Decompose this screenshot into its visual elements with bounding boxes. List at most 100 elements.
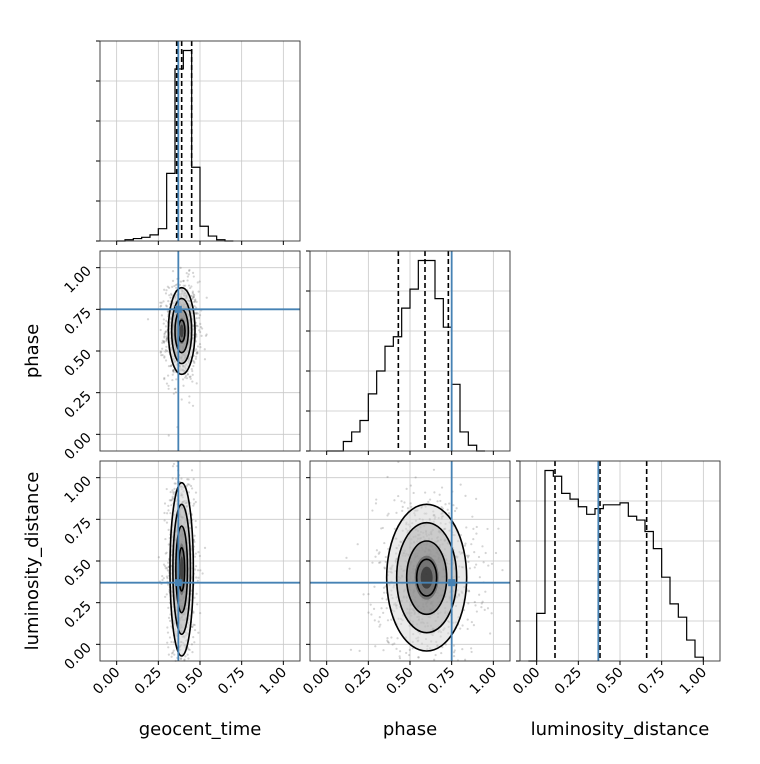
sample-point: [439, 499, 442, 503]
sample-point: [167, 387, 170, 390]
sample-point: [166, 626, 169, 629]
sample-point: [371, 561, 374, 564]
sample-point: [455, 507, 458, 510]
sample-point: [373, 585, 376, 588]
sample-point: [412, 491, 415, 495]
sample-point: [195, 348, 198, 351]
sample-point: [373, 619, 376, 622]
sample-point: [172, 649, 175, 652]
sample-point: [487, 564, 490, 567]
sample-point: [185, 271, 188, 275]
sample-point: [461, 624, 464, 627]
sample-point: [470, 650, 473, 654]
sample-point: [396, 637, 399, 640]
sample-point: [194, 357, 197, 360]
histogram-step-geocent_time: [116, 49, 234, 242]
sample-point: [461, 648, 464, 651]
sample-point: [193, 300, 197, 303]
x-tick-label: 1.00: [467, 665, 500, 698]
sample-point: [196, 345, 200, 348]
sample-point: [165, 340, 168, 343]
sample-point: [165, 305, 169, 308]
contour-line: [175, 525, 189, 614]
sample-point: [163, 519, 166, 522]
sample-point: [386, 637, 389, 640]
contour-line: [395, 521, 458, 634]
sample-point: [174, 387, 177, 390]
sample-point: [490, 562, 494, 565]
sample-point: [170, 655, 173, 658]
sample-point: [472, 624, 476, 627]
sample-point: [383, 591, 386, 594]
sample-point: [164, 359, 168, 362]
sample-point: [195, 592, 198, 595]
sample-point: [370, 613, 373, 616]
sample-point: [195, 576, 198, 579]
sample-point: [186, 275, 189, 278]
sample-point: [196, 579, 199, 582]
sample-point: [393, 642, 396, 645]
sample-point: [405, 651, 408, 655]
sample-point: [192, 295, 195, 299]
sample-point: [200, 334, 203, 337]
x-tick-label: 0.50: [593, 665, 626, 698]
sample-point: [168, 499, 171, 502]
sample-point: [459, 627, 462, 630]
sample-point: [185, 377, 189, 380]
sample-point: [378, 625, 381, 628]
sample-point: [171, 465, 175, 468]
contour-line: [405, 540, 448, 616]
sample-point: [472, 527, 475, 531]
sample-point: [191, 271, 195, 274]
sample-point: [172, 492, 175, 496]
sample-point: [205, 333, 208, 336]
sample-point: [197, 316, 201, 320]
sample-point: [192, 293, 195, 296]
sample-point: [395, 511, 398, 514]
sample-point: [386, 640, 390, 644]
sample-point: [478, 593, 481, 596]
truth-marker: [448, 579, 456, 587]
sample-point: [169, 499, 173, 502]
sample-point: [169, 512, 172, 515]
sample-point: [406, 507, 410, 510]
sample-point: [377, 620, 380, 623]
sample-point: [187, 284, 191, 287]
sample-point: [171, 489, 174, 492]
sample-point: [468, 590, 471, 593]
sample-point: [195, 311, 198, 314]
sample-point: [163, 333, 166, 336]
sample-point: [169, 365, 172, 368]
sample-point: [428, 498, 432, 501]
sample-point: [170, 292, 173, 295]
sample-point: [166, 310, 169, 313]
sample-point: [452, 651, 456, 654]
sample-point: [174, 391, 178, 394]
sample-point: [188, 269, 191, 272]
sample-point: [162, 318, 165, 321]
sample-point: [440, 651, 443, 655]
sample-point: [434, 653, 437, 657]
sample-point: [182, 279, 185, 282]
sample-point: [192, 295, 195, 299]
sample-point: [467, 602, 470, 605]
sample-point: [173, 387, 176, 391]
sample-point: [193, 502, 196, 505]
sample-point: [387, 641, 390, 644]
sample-point: [172, 369, 175, 372]
sample-point: [190, 469, 194, 472]
x-tick-label: 1.00: [677, 665, 710, 698]
y-tick-label: 1.00: [61, 263, 94, 296]
sample-point: [189, 484, 193, 488]
sample-point: [167, 509, 170, 512]
sample-point: [403, 501, 406, 504]
x-tick-label: 0.25: [132, 665, 165, 698]
sample-point: [167, 384, 170, 387]
sample-point: [194, 519, 197, 523]
y-tick-label: 0.25: [61, 388, 94, 421]
x-tick-label: 1.00: [257, 665, 290, 698]
sample-point: [167, 528, 170, 531]
sample-point: [201, 327, 204, 330]
sample-point: [173, 653, 176, 656]
sample-point: [380, 607, 383, 610]
